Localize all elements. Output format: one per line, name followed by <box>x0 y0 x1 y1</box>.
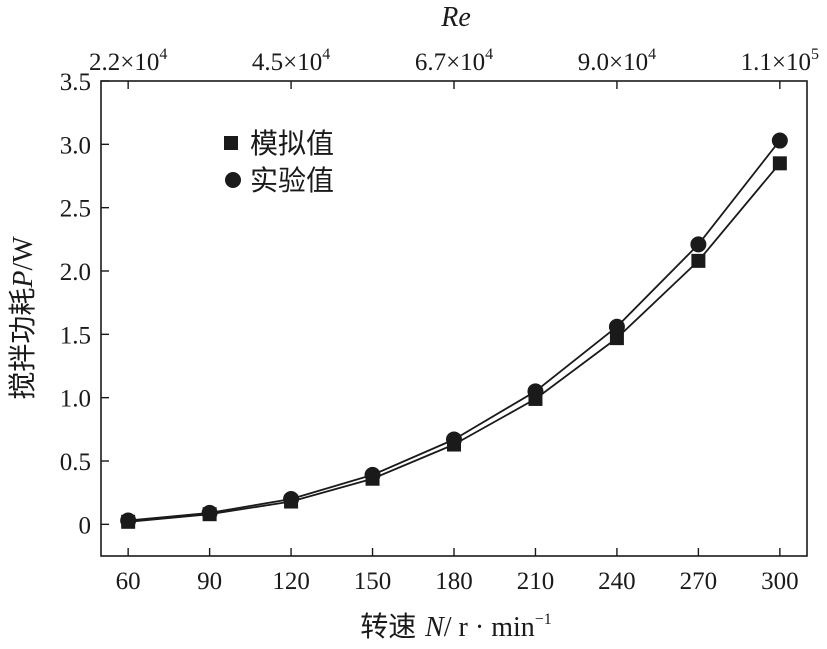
series-square-point <box>691 253 706 268</box>
legend-square-marker <box>224 136 238 150</box>
series-circle-point <box>690 236 707 253</box>
series-line-2 <box>128 139 781 522</box>
series-square-point <box>772 156 787 171</box>
x-tick-label: 210 <box>517 568 555 595</box>
y-tick-label: 1.5 <box>60 322 91 349</box>
series-line-1 <box>128 162 781 523</box>
y-tick-label: 0 <box>79 512 92 539</box>
series <box>120 132 788 529</box>
legend-circle-marker <box>225 172 241 188</box>
x-tick-label: 240 <box>598 568 636 595</box>
x-tick-label: 180 <box>435 568 473 595</box>
y-tick-label: 0.5 <box>60 449 91 476</box>
top-tick-label: 1.1×105 <box>741 46 819 76</box>
series-circle-point <box>283 491 300 507</box>
x-tick-label: 300 <box>761 568 799 595</box>
y-tick-label: 3.0 <box>60 132 91 159</box>
top-tick-label: 2.2×104 <box>89 46 167 76</box>
plot-frame <box>100 80 808 557</box>
legend-label-simulated: 模拟值 <box>250 127 334 160</box>
y-tick-label: 1.0 <box>60 386 91 413</box>
series-circle-point <box>120 512 137 529</box>
series-circle-point <box>446 431 462 448</box>
top-axis-title: Re <box>440 2 471 33</box>
x-tick-label: 270 <box>680 568 718 595</box>
y-axis-title: 搅拌功耗P/W <box>6 236 39 400</box>
x-tick-label: 60 <box>116 568 141 595</box>
series-circle-point <box>527 383 544 400</box>
series-circle-point <box>608 318 625 335</box>
legend-label-experimental: 实验值 <box>250 164 334 197</box>
top-tick-label: 6.7×104 <box>415 46 493 76</box>
x-axis-title: 转速 N/ r · min−1 <box>360 610 552 643</box>
top-tick-label: 4.5×104 <box>252 46 330 76</box>
legend: 模拟值 实验值 <box>224 127 334 197</box>
series-circle-point <box>201 504 218 521</box>
x-tick-label: 90 <box>197 568 222 595</box>
y-tick-label: 2.5 <box>60 196 91 223</box>
series-circle-point <box>771 132 788 149</box>
x-tick-label: 150 <box>354 568 392 595</box>
series-square-point <box>609 331 624 346</box>
ticks: 60 90 120 150 180 210 240 270 300 0 0.5 1.0 1.5 2.0 2.… <box>60 46 819 595</box>
y-tick-label: 3.5 <box>60 69 91 96</box>
x-tick-label: 120 <box>272 568 310 595</box>
series-circle-point <box>364 466 381 483</box>
y-tick-label: 2.0 <box>60 259 91 286</box>
top-tick-label: 9.0×104 <box>578 46 656 76</box>
